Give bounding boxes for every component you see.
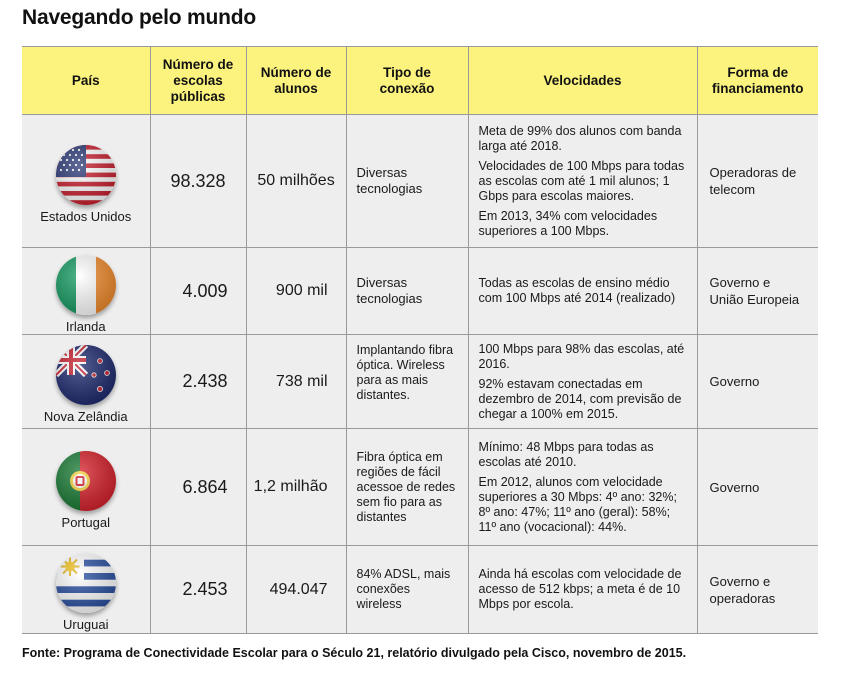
tipo-cell: Fibra óptica em regiões de fácil acessoe…: [345, 428, 469, 546]
financiamento-cell: Governo: [696, 334, 818, 429]
header-escolas-label: Número de escolas públicas: [162, 56, 234, 104]
escolas-cell: 2.453: [149, 545, 247, 634]
country-name: Nova Zelândia: [43, 409, 128, 424]
header-pais: País: [22, 46, 151, 115]
new-zealand-flag-icon: [55, 345, 116, 405]
table-row: Portugal 6.864 1,2 milhão Fibra óptica e…: [22, 428, 818, 546]
velocidades-line: Em 2012, alunos com velocidade superiore…: [478, 474, 677, 534]
source-note: Fonte: Programa de Conectividade Escolar…: [22, 646, 687, 660]
tipo-cell: Diversas tecnologias: [345, 247, 469, 335]
table-row: Estados Unidos 98.328 50 milhões Diversa…: [22, 114, 818, 248]
velocidades-cell: Meta de 99% dos alunos com banda larga a…: [467, 114, 698, 248]
country-name: Uruguai: [62, 617, 109, 632]
country-cell: Irlanda: [22, 247, 151, 335]
velocidades-line: 92% estavam conectadas em dezembro de 20…: [478, 376, 682, 421]
header-alunos-label: Número de alunos: [260, 64, 332, 96]
alunos-cell: 494.047: [245, 545, 347, 634]
financiamento-cell: Governo e operadoras: [696, 545, 818, 634]
header-alunos: Número de alunos: [245, 46, 347, 115]
velocidades-cell: 100 Mbps para 98% das escolas, até 2016.…: [467, 334, 698, 429]
country-cell: Uruguai: [22, 545, 151, 634]
header-financiamento: Forma de financiamento: [696, 46, 818, 115]
country-cell: Nova Zelândia: [22, 334, 151, 429]
velocidades-cell: Mínimo: 48 Mbps para todas as escolas at…: [467, 428, 698, 546]
header-tipo-label: Tipo de conexão: [379, 64, 435, 96]
financiamento-cell: Governo e União Europeia: [696, 247, 818, 335]
velocidades-line: Todas as escolas de ensino médio com 100…: [478, 276, 676, 305]
uruguay-flag-icon: [55, 553, 116, 613]
header-tipo: Tipo de conexão: [345, 46, 469, 115]
header-financiamento-label: Forma de financiamento: [711, 64, 804, 96]
header-escolas: Número de escolas públicas: [149, 46, 247, 115]
alunos-cell: 900 mil: [245, 247, 347, 335]
velocidades-line: 100 Mbps para 98% das escolas, até 2016.: [478, 341, 685, 371]
velocidades-line: Ainda há escolas com velocidade de acess…: [478, 567, 682, 611]
ireland-flag-icon: [55, 254, 116, 315]
country-name: Irlanda: [65, 318, 106, 334]
portugal-flag-icon: [55, 450, 116, 511]
escolas-cell: 98.328: [149, 114, 247, 248]
tipo-cell: Diversas tecnologias: [345, 114, 469, 248]
country-cell: Estados Unidos: [22, 114, 151, 248]
connectivity-table: País Número de escolas públicas Número d…: [22, 46, 818, 634]
country-cell: Portugal: [22, 428, 151, 546]
financiamento-cell: Operadoras de telecom: [696, 114, 818, 248]
velocidades-cell: Todas as escolas de ensino médio com 100…: [467, 247, 698, 335]
velocidades-line: Meta de 99% dos alunos com banda larga a…: [478, 123, 682, 153]
tipo-cell: 84% ADSL, mais conexões wireless: [345, 545, 469, 634]
table-row: Irlanda 4.009 900 mil Diversas tecnologi…: [22, 247, 818, 335]
country-name: Estados Unidos: [40, 208, 132, 224]
financiamento-cell: Governo: [696, 428, 818, 546]
table-row: Nova Zelândia 2.438 738 mil Implantando …: [22, 334, 818, 429]
usa-flag-icon: [55, 144, 116, 205]
velocidades-line: Mínimo: 48 Mbps para todas as escolas at…: [478, 439, 654, 469]
escolas-cell: 6.864: [149, 428, 247, 546]
page-title: Navegando pelo mundo: [22, 6, 257, 29]
alunos-cell: 738 mil: [245, 334, 347, 429]
alunos-cell: 1,2 milhão: [245, 428, 347, 546]
table-header-row: País Número de escolas públicas Número d…: [22, 46, 818, 115]
velocidades-line: Velocidades de 100 Mbps para todas as es…: [478, 158, 685, 203]
velocidades-line: Em 2013, 34% com velocidades superiores …: [478, 208, 658, 238]
escolas-cell: 4.009: [149, 247, 247, 335]
velocidades-cell: Ainda há escolas com velocidade de acess…: [467, 545, 698, 634]
alunos-cell: 50 milhões: [245, 114, 347, 248]
escolas-cell: 2.438: [149, 334, 247, 429]
country-name: Portugal: [61, 514, 110, 530]
tipo-cell: Implantando fibra óptica. Wireless para …: [345, 334, 469, 429]
header-velocidades: Velocidades: [467, 46, 698, 115]
table-row: Uruguai 2.453 494.047 84% ADSL, mais con…: [22, 545, 818, 634]
